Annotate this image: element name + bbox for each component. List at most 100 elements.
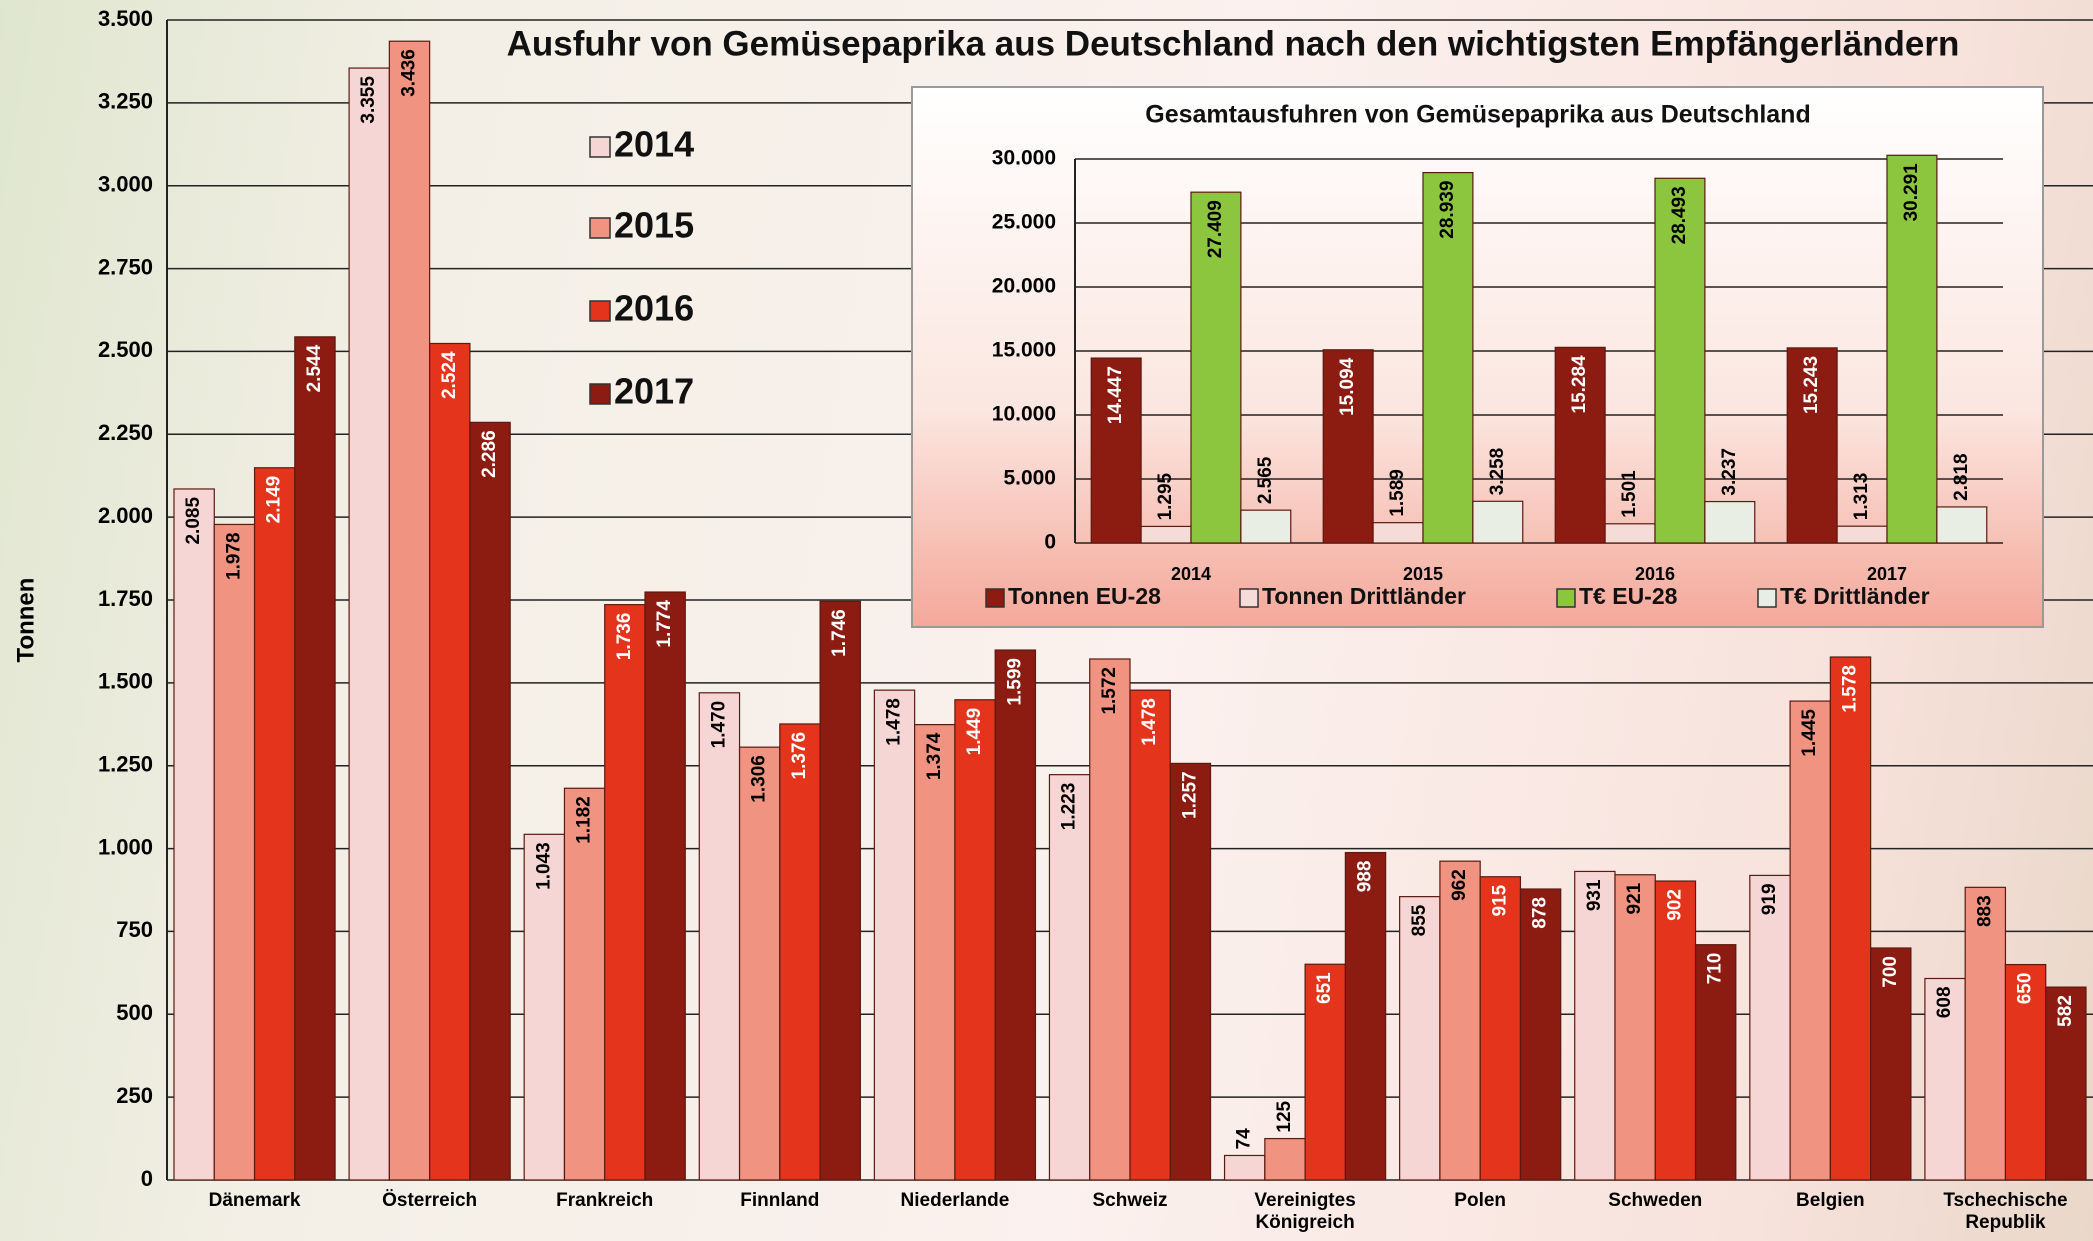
value-label: 1.306: [749, 755, 770, 803]
bar: [1936, 506, 1988, 544]
bar: [1886, 154, 1938, 544]
value-label: 15.094: [1337, 357, 1358, 416]
value-label: 582: [2055, 995, 2076, 1027]
x-tick-label: Schweiz: [1092, 1190, 1168, 1211]
bar: [1704, 500, 1756, 544]
value-label: 2.544: [304, 344, 325, 392]
value-label: 1.295: [1155, 472, 1176, 520]
bar: [604, 604, 646, 1181]
y-tick-label: 750: [116, 917, 153, 942]
y-tick-label: 3.000: [98, 172, 153, 197]
y-tick-label: 20.000: [992, 275, 1056, 298]
value-label: 1.313: [1851, 473, 1872, 521]
value-label: 1.478: [884, 698, 905, 746]
value-label: 962: [1449, 869, 1470, 901]
y-tick-label: 2.750: [98, 254, 153, 279]
value-label: 1.374: [924, 732, 945, 780]
bar: [348, 67, 390, 1181]
value-label: 2.149: [264, 476, 285, 524]
value-label: 1.736: [614, 613, 635, 661]
value-label: 710: [1705, 953, 1726, 985]
legend-swatch: [985, 588, 1005, 608]
legend-swatch: [589, 217, 611, 239]
bar: [429, 342, 471, 1181]
y-tick-label: 1.250: [98, 752, 153, 777]
bar: [1786, 347, 1838, 544]
value-label: 15.284: [1569, 355, 1590, 414]
y-tick-label: 2.500: [98, 337, 153, 362]
y-axis-label: Tonnen: [12, 578, 39, 663]
x-tick-label: Tschechische Republik: [1943, 1190, 2068, 1233]
x-tick-label: Schweden: [1608, 1190, 1703, 1211]
bar: [873, 689, 916, 1181]
bar: [1479, 876, 1522, 1181]
legend-label: Tonnen EU-28: [1008, 583, 1161, 609]
bar: [2004, 963, 2047, 1181]
value-label: 1.470: [708, 701, 729, 749]
y-tick-label: 250: [116, 1083, 153, 1108]
legend-swatch: [589, 136, 611, 158]
value-label: 2.524: [439, 351, 460, 399]
bar: [294, 336, 336, 1181]
bar: [1694, 944, 1737, 1181]
bar: [1870, 947, 1912, 1181]
value-label: 74: [1234, 1128, 1255, 1150]
bar: [1604, 523, 1656, 544]
x-tick-label: Dänemark: [208, 1190, 301, 1211]
bar: [1924, 977, 1966, 1181]
x-tick-label: Niederlande: [900, 1190, 1010, 1211]
y-tick-label: 2.250: [98, 420, 153, 445]
value-label: 1.501: [1619, 470, 1640, 518]
value-label: 1.043: [533, 842, 554, 890]
value-label: 1.774: [654, 600, 675, 648]
bar: [1574, 870, 1616, 1181]
value-label: 608: [1934, 986, 1955, 1018]
y-tick-label: 3.250: [98, 89, 153, 114]
value-label: 2.565: [1255, 456, 1276, 504]
bar: [1964, 886, 2007, 1181]
value-label: 883: [1974, 895, 1995, 927]
inset-panel: [911, 86, 2044, 628]
legend-swatch: [1556, 588, 1576, 608]
bar: [1654, 880, 1697, 1181]
value-label: 1.978: [223, 532, 244, 580]
x-tick-label: Polen: [1454, 1190, 1507, 1211]
value-label: 3.258: [1487, 448, 1508, 496]
value-label: 1.599: [1004, 658, 1025, 706]
x-tick-label: Belgien: [1796, 1190, 1865, 1211]
x-tick-label: Finnland: [740, 1190, 820, 1211]
legend-label: 2015: [614, 205, 694, 246]
bar: [1836, 525, 1888, 544]
value-label: 3.237: [1719, 448, 1740, 496]
value-label: 3.355: [358, 76, 379, 124]
legend-label: 2014: [614, 124, 694, 165]
legend-swatch: [1239, 588, 1259, 608]
value-label: 14.447: [1105, 366, 1126, 424]
legend-label: T€ Drittländer: [1780, 583, 1930, 609]
bar: [1614, 874, 1656, 1181]
y-tick-label: 0: [1044, 531, 1056, 554]
value-label: 931: [1584, 879, 1605, 911]
value-label: 27.409: [1205, 200, 1226, 258]
bar: [1654, 177, 1706, 544]
value-label: 1.223: [1059, 783, 1080, 831]
bar: [819, 600, 861, 1181]
value-label: 1.578: [1840, 665, 1861, 713]
bar: [1089, 658, 1131, 1181]
value-label: 919: [1759, 883, 1780, 915]
value-label: 1.449: [964, 708, 985, 756]
x-tick-label: 2014: [1171, 564, 1211, 584]
x-tick-label: Österreich: [382, 1190, 478, 1211]
legend-label: Tonnen Drittländer: [1262, 583, 1466, 609]
value-label: 15.243: [1801, 356, 1822, 414]
x-tick-label: Vereinigtes Königreich: [1254, 1190, 1356, 1233]
bar: [1190, 191, 1242, 544]
bar: [1439, 860, 1481, 1181]
x-tick-label: 2016: [1635, 564, 1675, 584]
bar: [1344, 851, 1387, 1181]
value-label: 2.085: [183, 497, 204, 545]
bar: [173, 488, 215, 1181]
y-tick-label: 1.500: [98, 669, 153, 694]
